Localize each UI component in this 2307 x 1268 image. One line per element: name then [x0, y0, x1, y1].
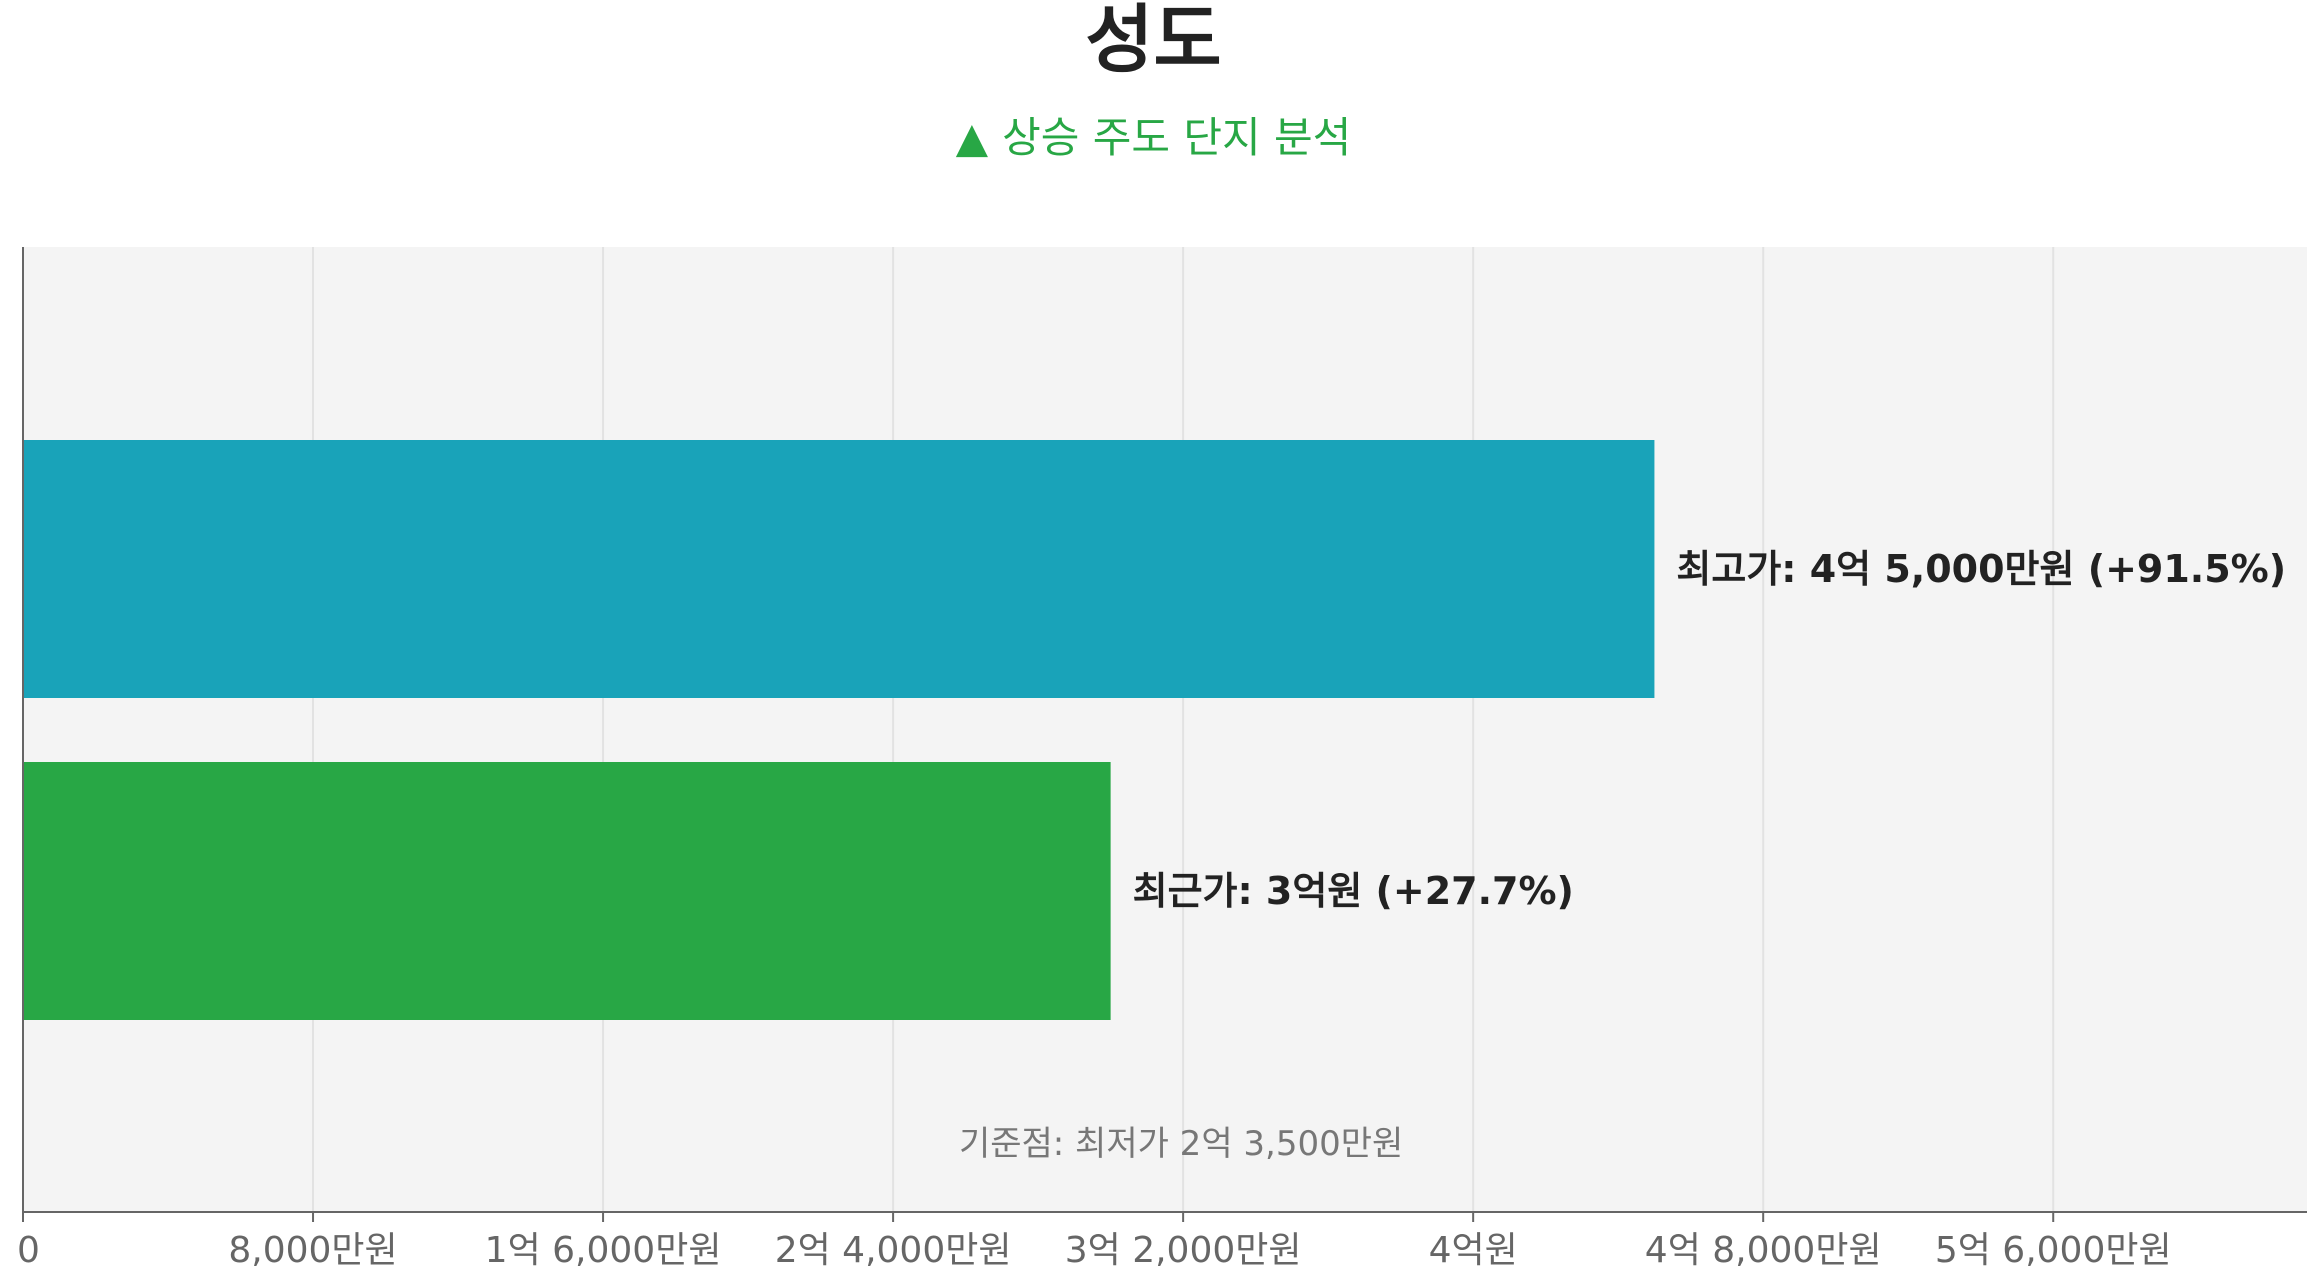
subtitle-text: 상승 주도 단지 분석	[1002, 113, 1352, 162]
x-axis-ticks: 0 8,000만원 1억 6,000만원 2억 4,000만원 3억 2,000만원 4억…	[17, 1212, 2172, 1268]
x-tick-label: 4억원	[1429, 1230, 1518, 1268]
up-arrow-icon: ▲	[955, 113, 989, 162]
x-tick-label: 1억 6,000만원	[485, 1230, 722, 1268]
x-tick-label: 4억 8,000만원	[1645, 1230, 1882, 1268]
bar-value-label: 최고가: 4억 5,000만원 (+91.5%)	[1676, 547, 2286, 591]
gridlines	[312, 247, 2055, 1212]
x-tick-label: 5억 6,000만원	[1935, 1230, 2172, 1268]
bar	[23, 440, 1655, 698]
chart-subtitle: ▲ 상승 주도 단지 분석	[0, 112, 2307, 164]
x-tick-label: 0	[17, 1230, 40, 1268]
x-tick-label: 2억 4,000만원	[775, 1230, 1012, 1268]
axes	[22, 247, 2307, 1213]
bar-value-label: 최근가: 3억원 (+27.7%)	[1133, 869, 1574, 913]
baseline-note: 기준점: 최저가 2억 3,500만원	[959, 1124, 1403, 1164]
x-tick-label: 3억 2,000만원	[1065, 1230, 1302, 1268]
bar-labels: 최고가: 4억 5,000만원 (+91.5%) 최근가: 3억원 (+27.7%…	[1133, 547, 2287, 913]
bar	[23, 762, 1111, 1020]
x-tick-label: 8,000만원	[228, 1230, 397, 1268]
plot-background	[23, 247, 2307, 1212]
chart-title: 성도	[1085, 0, 1222, 83]
bars	[23, 440, 1655, 1020]
